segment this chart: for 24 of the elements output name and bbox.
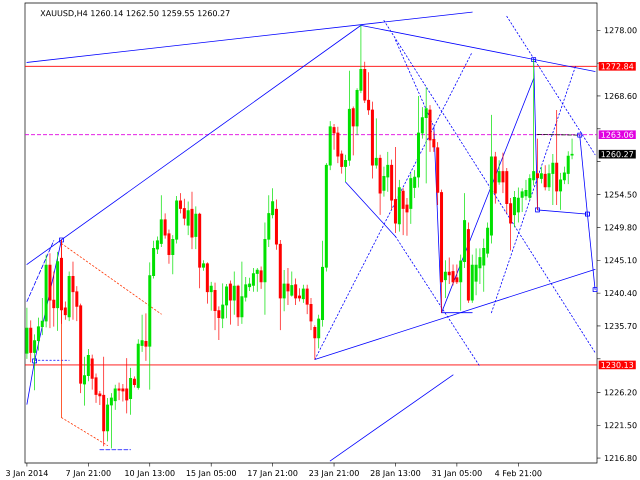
ref-line-label: 1263.06 — [602, 132, 634, 138]
y-tick-label: 1221.50 — [604, 422, 637, 428]
x-tick-label: 31 Jan 05:00 — [432, 470, 482, 478]
x-tick-label: 10 Jan 13:00 — [125, 470, 175, 478]
x-tick-label: 3 Jan 2014 — [6, 470, 48, 478]
y-tick-label: 1249.80 — [604, 224, 637, 230]
y-tick-label: 1240.40 — [604, 290, 637, 296]
ref-line-label: 1272.84 — [602, 63, 634, 70]
y-tick-label: 1278.00 — [604, 27, 637, 34]
text: XAUUSD,H4 1260.14 1262.50 1259.55 1260.27 — [40, 10, 230, 18]
x-tick-label: 7 Jan 21:00 — [66, 470, 111, 478]
y-tick-label: 1245.10 — [604, 257, 637, 264]
x-tick-label: 23 Jan 21:00 — [309, 470, 359, 478]
y-tick-label: 1268.60 — [604, 92, 637, 99]
x-tick-label: 15 Jan 05:00 — [186, 470, 236, 478]
y-tick-label: 1254.50 — [604, 192, 637, 198]
y-tick-label: 1216.80 — [604, 455, 637, 462]
x-tick-label: 17 Jan 21:00 — [248, 470, 298, 478]
ref-line-label: 1230.13 — [602, 362, 634, 368]
x-tick-label: 28 Jan 13:00 — [370, 470, 420, 478]
text: 1260.27 — [602, 151, 634, 158]
y-tick-label: 1235.70 — [604, 322, 637, 329]
x-tick-label: 4 Feb 21:00 — [495, 470, 542, 476]
y-tick-label: 1226.20 — [604, 389, 637, 396]
